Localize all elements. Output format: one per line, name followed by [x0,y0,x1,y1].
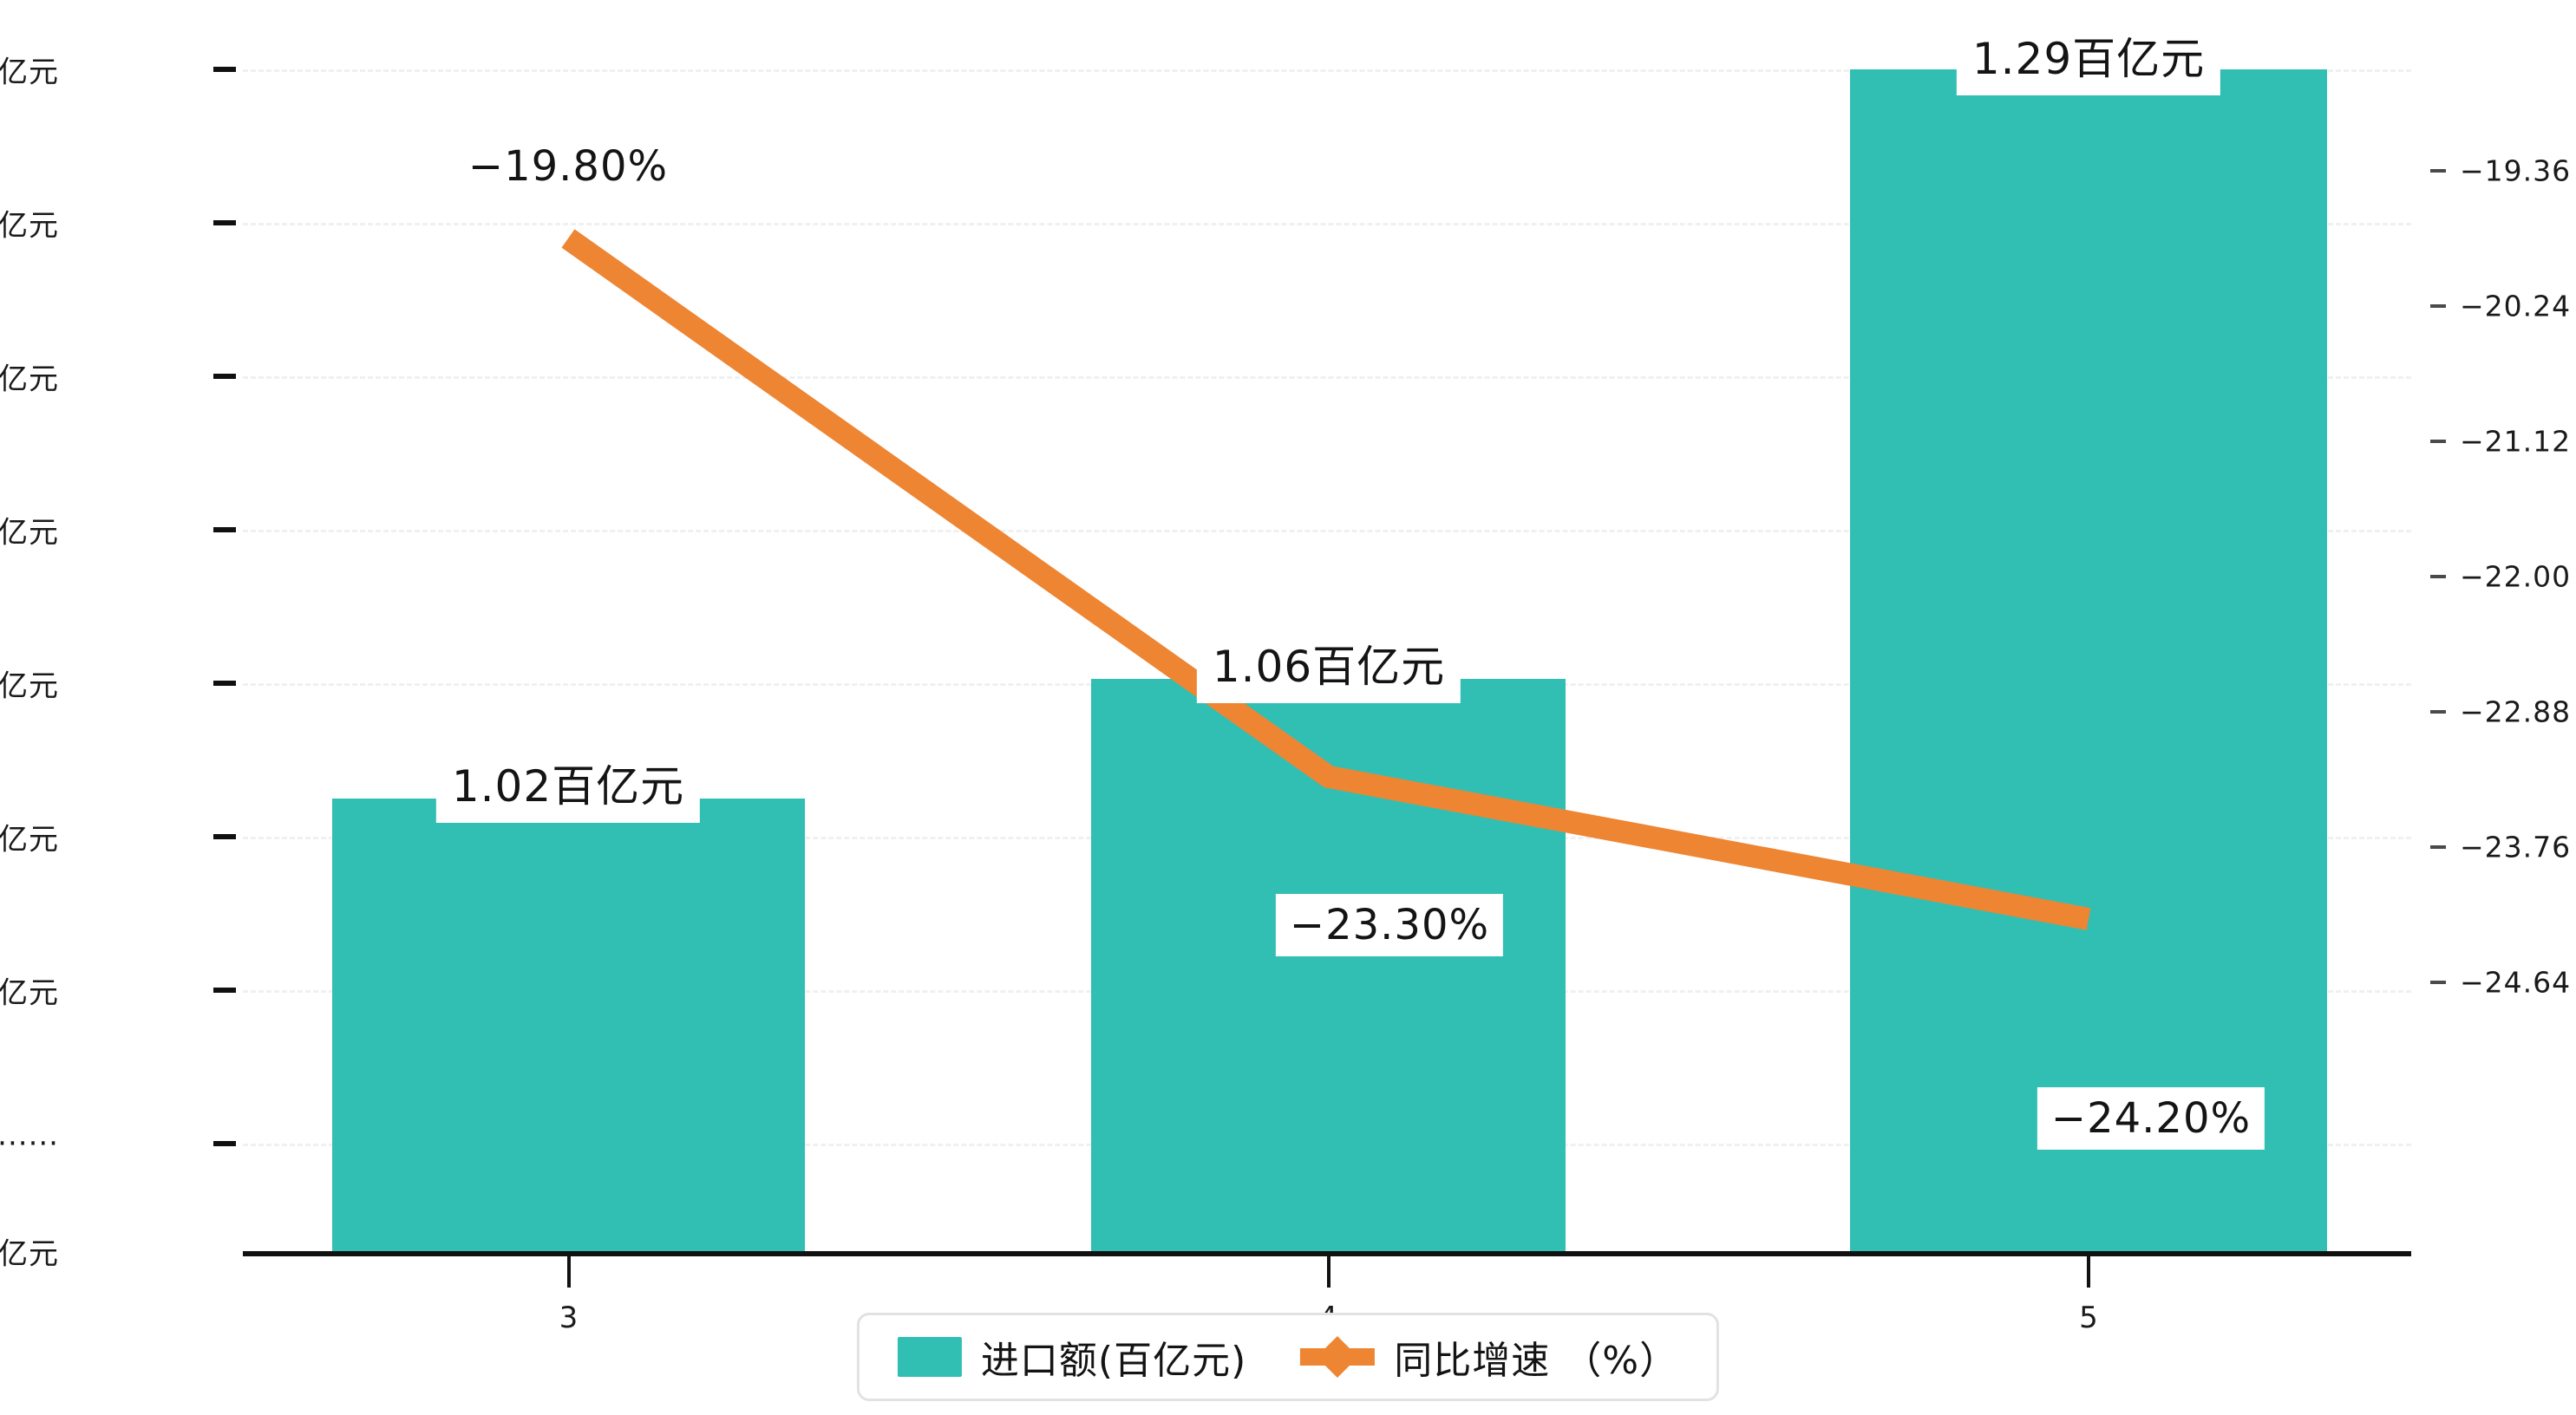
x-axis-tickmark [1326,1256,1330,1288]
y-axis-left-tickmark [213,374,236,379]
bar-5[interactable] [1850,69,2327,1251]
y-axis-left-tickmark [213,220,236,225]
gridline [243,69,2411,72]
y-axis-right-tickmark [2430,981,2446,984]
bar-value-label: 1.02百亿元 [435,747,701,823]
y-axis-left-label: 0百亿元 [0,1236,59,1272]
y-axis-right-label: −22.00 [2460,559,2572,594]
bar-value-label: 1.29百亿元 [1956,19,2221,95]
legend-label-import-amount: 进口额(百亿元) [980,1339,1247,1383]
bar-swatch-icon [897,1337,962,1377]
bar-4[interactable] [1091,679,1566,1251]
y-axis-right-label: −20.24 [2460,289,2572,323]
y-axis-left-tickmark [213,834,236,839]
y-axis-left-tickmark [213,67,236,72]
x-axis-tickmark [2087,1256,2090,1288]
x-axis-line [243,1251,2411,1256]
y-axis-right-tickmark [2430,169,2446,173]
y-axis-right-tickmark [2430,440,2446,443]
y-axis-right-tickmark [2430,845,2446,849]
y-axis-left-label: 0.96百亿元 [0,975,59,1011]
y-axis-right-tickmark [2430,575,2446,578]
bar-3[interactable] [332,799,805,1251]
y-axis-right-tickmark [2430,304,2446,308]
bar-value-label: 1.06百亿元 [1196,627,1461,703]
y-axis-right-label: −23.76 [2460,830,2572,864]
y-axis-left-label: ········· [0,1126,59,1161]
gridline [243,223,2411,225]
y-axis-right-label: −21.12 [2460,424,2572,459]
legend-item-growth-rate[interactable]: 同比增速 （%） [1300,1329,1678,1385]
y-axis-right-label: −19.36 [2460,153,2572,188]
growth-value-label: −19.80% [467,142,669,191]
legend-item-import-amount[interactable]: 进口额(百亿元) [897,1329,1247,1385]
y-axis-left-tickmark [213,527,236,532]
y-axis-left-tickmark [213,1141,236,1146]
y-axis-right-tickmark [2430,710,2446,714]
legend-label-growth-rate: 同比增速 （%） [1394,1339,1679,1383]
y-axis-left-label: 1.13百亿元 [0,515,59,551]
y-axis-left-tickmark [213,988,236,993]
y-axis-left-label: 1.07百亿元 [0,668,59,704]
growth-value-label: −23.30% [1275,894,1504,956]
growth-value-label: −24.20% [2037,1087,2265,1150]
y-axis-left-label: 1.29百亿元 [0,55,59,90]
plot-area: 1.29百亿元 1.24百亿元 1.18百亿元 1.13百亿元 1.07百亿元 1.02百… [0,19,2570,1335]
x-axis-label-5: 5 [2079,1301,2098,1335]
y-axis-left-label: 1.24百亿元 [0,208,59,244]
y-axis-left-tickmark [213,681,236,686]
x-axis-label-3: 3 [559,1301,579,1335]
y-axis-left-label: 1.18百亿元 [0,362,59,397]
y-axis-right-label: −22.88 [2460,694,2572,729]
chart-legend[interactable]: 进口额(百亿元) 同比增速 （%） [856,1313,1720,1401]
y-axis-left-label: 1.02百亿元 [0,822,59,857]
line-diamond-swatch-icon [1300,1335,1376,1379]
y-axis-right-label: −24.64 [2460,965,2572,1000]
x-axis-tickmark [566,1256,571,1288]
